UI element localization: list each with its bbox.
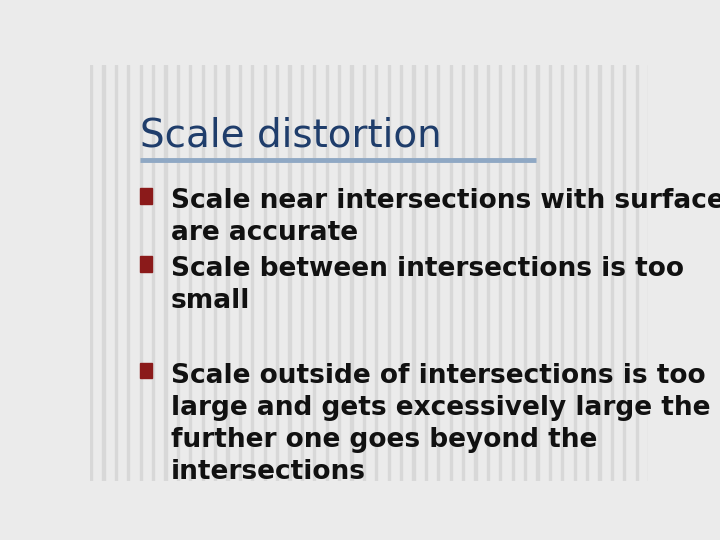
Bar bbox=[189, 65, 192, 481]
Bar bbox=[332, 65, 334, 481]
Bar bbox=[140, 65, 142, 481]
Bar bbox=[233, 65, 235, 481]
Bar bbox=[580, 65, 582, 481]
Bar bbox=[109, 65, 111, 481]
Bar bbox=[202, 65, 204, 481]
Bar bbox=[543, 65, 545, 481]
Bar bbox=[387, 65, 390, 481]
Bar bbox=[183, 65, 185, 481]
Bar bbox=[127, 65, 130, 481]
Bar bbox=[586, 65, 588, 481]
Bar bbox=[437, 65, 439, 481]
Bar bbox=[456, 65, 458, 481]
Bar bbox=[530, 65, 532, 481]
Bar bbox=[140, 362, 153, 379]
Bar bbox=[487, 65, 489, 481]
Bar bbox=[289, 65, 291, 481]
Bar bbox=[152, 65, 154, 481]
Bar bbox=[462, 65, 464, 481]
Bar bbox=[325, 65, 328, 481]
Bar bbox=[171, 65, 173, 481]
Bar bbox=[320, 65, 322, 481]
Bar bbox=[220, 65, 222, 481]
Bar bbox=[605, 65, 607, 481]
Bar bbox=[114, 65, 117, 481]
Bar bbox=[226, 65, 229, 481]
Bar bbox=[567, 65, 570, 481]
Bar bbox=[96, 65, 99, 481]
Bar bbox=[140, 256, 153, 272]
Bar bbox=[307, 65, 309, 481]
Bar bbox=[356, 65, 359, 481]
Bar bbox=[406, 65, 408, 481]
Bar bbox=[444, 65, 446, 481]
Bar bbox=[270, 65, 272, 481]
Bar bbox=[276, 65, 278, 481]
Bar bbox=[474, 65, 477, 481]
Bar bbox=[431, 65, 433, 481]
Bar bbox=[145, 65, 148, 481]
Bar bbox=[158, 65, 161, 481]
Bar bbox=[264, 65, 266, 481]
Bar bbox=[121, 65, 123, 481]
Bar bbox=[338, 65, 341, 481]
Bar bbox=[512, 65, 514, 481]
Bar bbox=[363, 65, 365, 481]
Bar bbox=[524, 65, 526, 481]
Bar bbox=[481, 65, 483, 481]
Bar bbox=[648, 65, 650, 481]
Bar bbox=[624, 65, 626, 481]
Bar bbox=[617, 65, 619, 481]
Bar bbox=[574, 65, 576, 481]
Bar bbox=[629, 65, 631, 481]
Bar bbox=[413, 65, 415, 481]
Bar bbox=[598, 65, 600, 481]
Bar bbox=[102, 65, 104, 481]
Bar bbox=[90, 65, 92, 481]
Bar bbox=[518, 65, 520, 481]
Bar bbox=[351, 65, 353, 481]
Bar bbox=[493, 65, 495, 481]
Text: Scale between intersections is too
small: Scale between intersections is too small bbox=[171, 256, 684, 314]
Text: Scale near intersections with surface
are accurate: Scale near intersections with surface ar… bbox=[171, 188, 720, 246]
Bar bbox=[177, 65, 179, 481]
Bar bbox=[549, 65, 551, 481]
Bar bbox=[425, 65, 427, 481]
Bar bbox=[208, 65, 210, 481]
Bar bbox=[636, 65, 638, 481]
Bar bbox=[133, 65, 135, 481]
Bar bbox=[499, 65, 501, 481]
Bar bbox=[654, 65, 657, 481]
Bar bbox=[195, 65, 197, 481]
Bar bbox=[536, 65, 539, 481]
Bar bbox=[418, 65, 420, 481]
Bar bbox=[294, 65, 297, 481]
Bar bbox=[400, 65, 402, 481]
Text: Scale outside of intersections is too
large and gets excessively large the
furth: Scale outside of intersections is too la… bbox=[171, 362, 711, 484]
Bar bbox=[245, 65, 247, 481]
Bar bbox=[642, 65, 644, 481]
Bar bbox=[301, 65, 303, 481]
Bar bbox=[214, 65, 216, 481]
Bar bbox=[140, 188, 153, 204]
Bar bbox=[239, 65, 241, 481]
Bar bbox=[164, 65, 166, 481]
Bar bbox=[561, 65, 564, 481]
Bar bbox=[593, 65, 595, 481]
Bar bbox=[369, 65, 372, 481]
Bar bbox=[251, 65, 253, 481]
Text: Scale distortion: Scale distortion bbox=[140, 117, 442, 155]
Bar bbox=[611, 65, 613, 481]
Bar bbox=[258, 65, 260, 481]
Bar bbox=[282, 65, 284, 481]
Bar bbox=[555, 65, 557, 481]
Bar bbox=[313, 65, 315, 481]
Bar bbox=[382, 65, 384, 481]
Bar bbox=[394, 65, 396, 481]
Bar bbox=[375, 65, 377, 481]
Bar bbox=[468, 65, 470, 481]
Bar bbox=[505, 65, 508, 481]
Bar bbox=[449, 65, 452, 481]
Bar bbox=[344, 65, 346, 481]
